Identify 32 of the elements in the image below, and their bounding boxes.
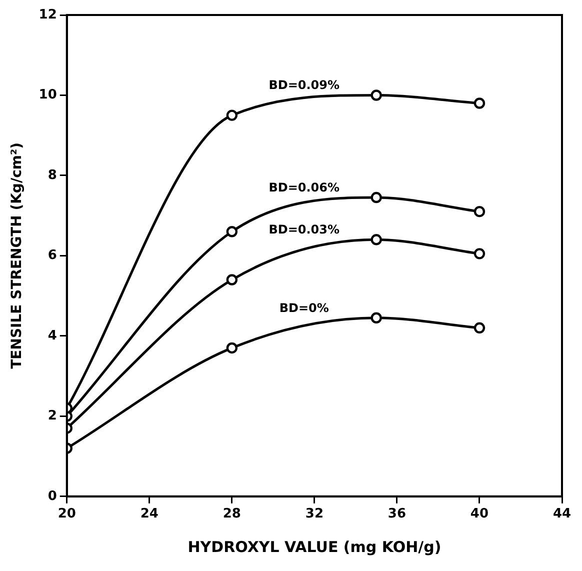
y-tick-label: 12 (38, 7, 57, 22)
point (226, 110, 238, 121)
y-tick-label: 2 (48, 408, 57, 424)
y-axis-title: TENSILE STRENGTH (Kg/cm²) (9, 142, 26, 369)
y-tick-label: 4 (48, 328, 57, 344)
point (370, 234, 382, 246)
point (370, 192, 382, 204)
point (474, 206, 486, 218)
series-label: BD=0.09% (268, 78, 340, 92)
series-label: BD=0% (279, 300, 329, 315)
series-label: BD=0.03% (268, 222, 340, 237)
y-tick-label: 8 (48, 168, 57, 183)
x-tick-label: 24 (140, 506, 158, 522)
point (226, 226, 238, 238)
x-tick-label: 44 (552, 506, 572, 522)
point (370, 312, 382, 324)
x-tick-label: 36 (388, 506, 406, 522)
point (474, 248, 486, 260)
point (474, 98, 486, 109)
y-tick-label: 6 (48, 248, 57, 264)
y-tick-label: 10 (38, 88, 57, 103)
x-axis-title: HYDROXYL VALUE (mg KOH/g) (188, 538, 442, 556)
x-tick-label: 28 (222, 506, 241, 522)
point (474, 322, 486, 334)
x-tick-label: 20 (58, 506, 76, 522)
point (226, 342, 238, 354)
x-tick-label: 40 (470, 506, 489, 522)
series-label: BD=0.06% (268, 180, 340, 195)
point (370, 90, 382, 101)
point (226, 274, 238, 286)
x-tick-label: 32 (305, 506, 324, 522)
y-tick-label: 0 (48, 488, 57, 504)
